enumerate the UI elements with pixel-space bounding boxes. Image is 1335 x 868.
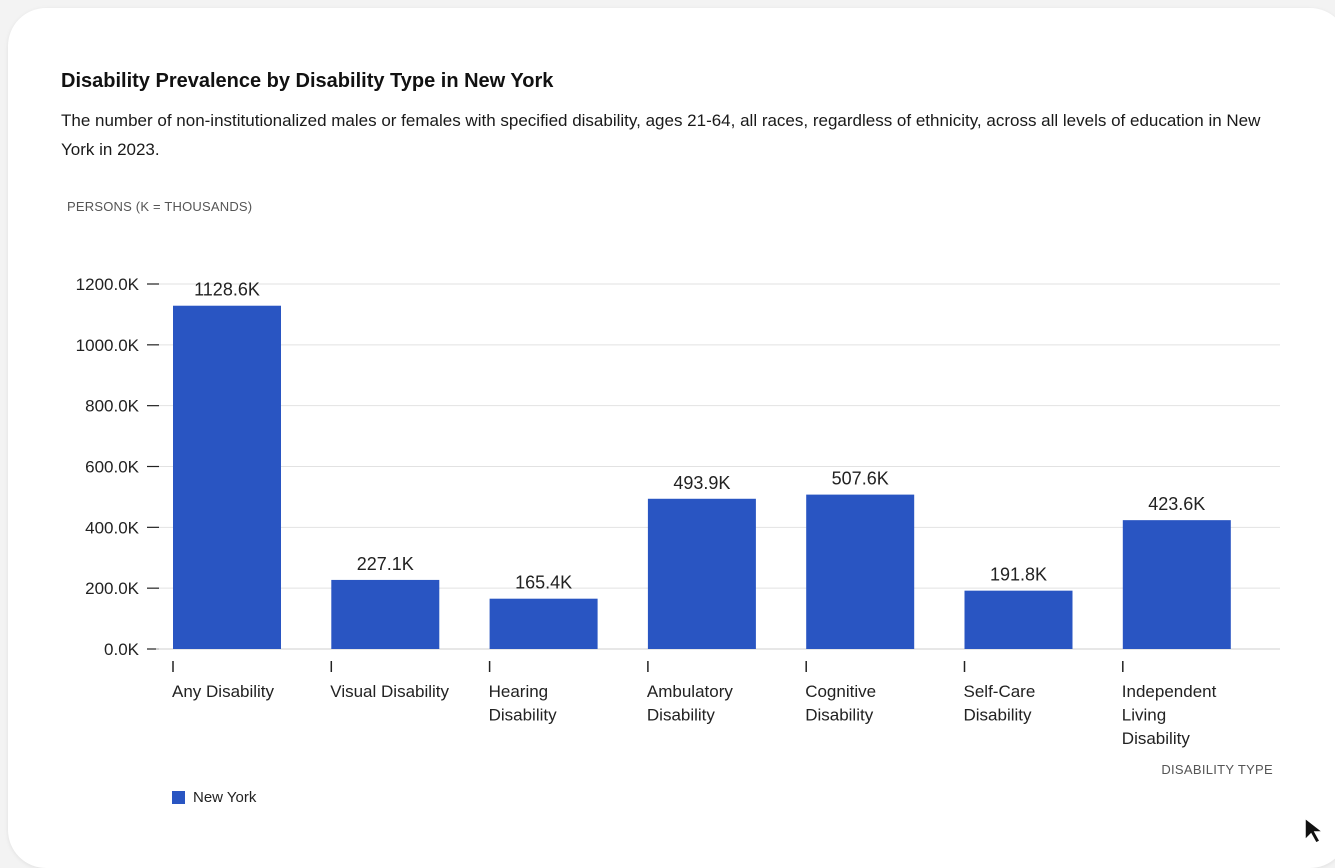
data-label: 191.8K <box>990 565 1047 585</box>
y-tick-label: 0.0K <box>104 640 140 659</box>
x-tick-label-line: Disability <box>964 706 1033 725</box>
x-axis-label: DISABILITY TYPE <box>1161 762 1273 777</box>
bar <box>173 305 281 649</box>
bar <box>647 498 756 649</box>
y-tick-label: 400.0K <box>85 518 140 537</box>
x-tick-label-line: Disability <box>489 706 558 725</box>
data-label: 493.9K <box>673 473 730 493</box>
chart-title: Disability Prevalence by Disability Type… <box>61 70 554 92</box>
x-tick-label-line: Disability <box>1122 729 1191 748</box>
bar <box>964 590 1073 649</box>
y-tick-label: 600.0K <box>85 458 140 477</box>
x-tick-label-line: Disability <box>647 706 716 725</box>
bar <box>489 598 598 649</box>
data-label: 1128.6K <box>194 280 260 300</box>
y-tick-label: 1000.0K <box>76 336 140 355</box>
x-tick-label-line: Living <box>1122 706 1166 725</box>
x-tick-label: Visual Disability <box>330 682 449 701</box>
y-tick-label: 1200.0K <box>76 275 140 294</box>
x-tick-label: Cognitive Disability <box>805 682 876 725</box>
x-tick-label: Hearing Disability <box>489 682 558 725</box>
x-tick-label-line: Disability <box>805 706 874 725</box>
bar <box>331 579 440 649</box>
y-axis-label: PERSONS (K = THOUSANDS) <box>67 199 253 214</box>
data-label: 227.1K <box>357 554 414 574</box>
x-tick-label: Ambulatory Disability <box>647 682 733 725</box>
data-label: 165.4K <box>515 573 572 593</box>
x-tick-label-line: Hearing <box>489 682 549 701</box>
data-label: 423.6K <box>1148 494 1205 514</box>
bar <box>1122 520 1231 649</box>
data-label: 507.6K <box>832 469 889 489</box>
y-tick-label: 800.0K <box>85 397 140 416</box>
legend-label: New York <box>193 789 257 806</box>
x-tick-label-line: Cognitive <box>805 682 876 701</box>
y-tick-label: 200.0K <box>85 579 140 598</box>
x-tick-label-line: Self-Care <box>964 682 1036 701</box>
x-tick-label-line: Ambulatory <box>647 682 733 701</box>
x-tick-label: Any Disability <box>172 682 275 701</box>
x-tick-label-line: Independent <box>1122 682 1217 701</box>
x-tick-label-line: Visual Disability <box>330 682 449 701</box>
x-tick-label-line: Any Disability <box>172 682 275 701</box>
legend: New York <box>172 789 256 806</box>
bar <box>806 494 915 649</box>
x-tick-label: Self-Care Disability <box>964 682 1036 725</box>
x-tick-label: Independent Living Disability <box>1122 682 1217 748</box>
bar-chart: 0.0K 200.0K 400.0K 600.0K 800.0K 1000.0K 1200.… <box>76 275 1280 777</box>
chart-subtitle: The number of non-institutionalized male… <box>61 111 1261 159</box>
legend-swatch <box>172 791 185 804</box>
mouse-pointer-icon <box>1304 816 1326 844</box>
